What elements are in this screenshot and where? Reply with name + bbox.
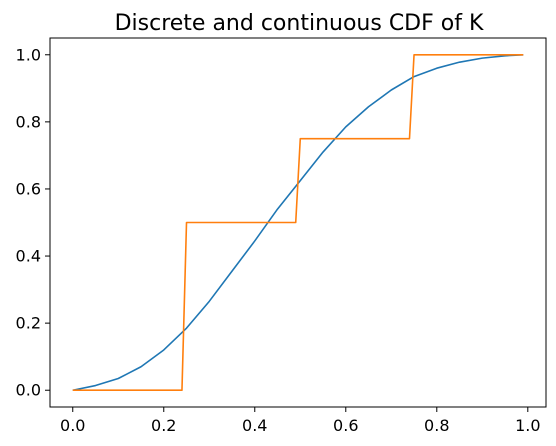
x-axis: 0.0 0.2 0.4 0.6 0.8 1.0 <box>60 407 541 435</box>
x-tick-label: 0.4 <box>242 416 267 435</box>
x-tick-label: 0.6 <box>333 416 358 435</box>
y-tick-label: 0.4 <box>16 247 41 266</box>
x-tick-label: 1.0 <box>515 416 540 435</box>
axes-frame <box>49 37 547 408</box>
series-line-2 <box>72 53 524 392</box>
plot-area <box>72 53 524 392</box>
x-tick-label: 0.8 <box>424 416 449 435</box>
y-axis: 0.0 0.2 0.4 0.6 0.8 1.0 <box>16 45 50 400</box>
y-tick-label: 0.8 <box>16 112 41 131</box>
y-tick-label: 0.2 <box>16 314 41 333</box>
x-tick-label: 0.2 <box>151 416 176 435</box>
y-tick-label: 0.6 <box>16 179 41 198</box>
y-tick-label: 0.0 <box>16 381 41 400</box>
series-line-1 <box>72 53 524 392</box>
y-tick-label: 1.0 <box>16 45 41 64</box>
x-tick-label: 0.0 <box>60 416 85 435</box>
chart-title: Discrete and continuous CDF of K <box>115 11 484 36</box>
